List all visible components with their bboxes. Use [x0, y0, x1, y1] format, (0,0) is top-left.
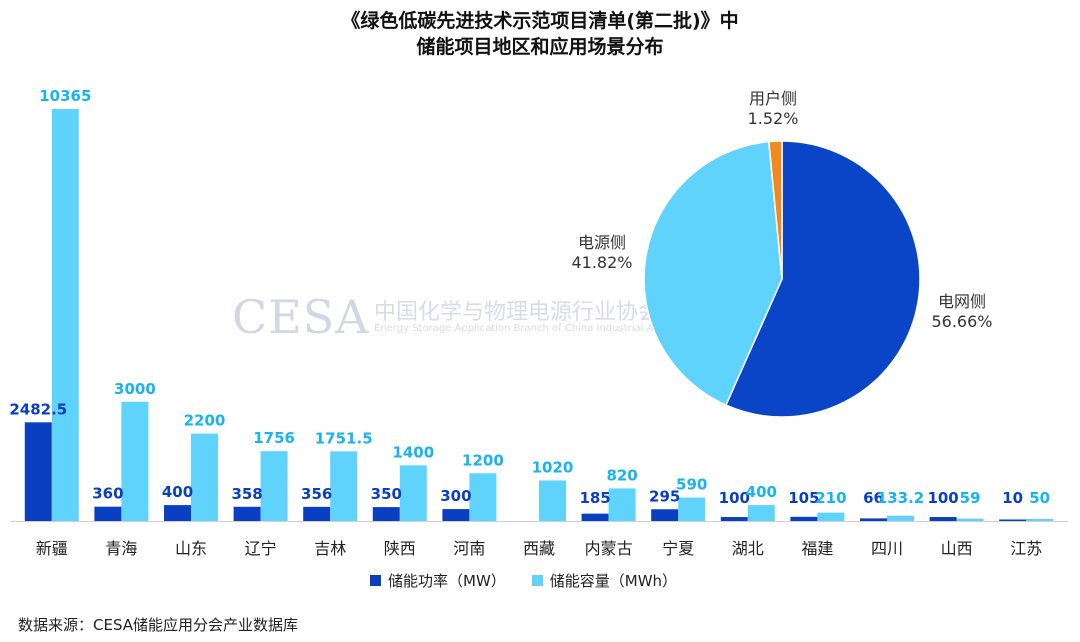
data-label-power-14: 10 [1002, 489, 1023, 507]
bar-capacity-1 [121, 401, 149, 521]
bar-power-2 [164, 505, 191, 521]
pie-value-label-1: 41.82% [571, 253, 632, 272]
legend: 储能功率（MW） 储能容量（MWh） [370, 570, 703, 591]
data-label-power-5: 350 [371, 485, 402, 503]
bar-power-10 [720, 517, 748, 521]
data-label-power-9: 295 [649, 487, 680, 505]
bar-power-3 [233, 506, 261, 521]
x-tick-label-14: 江苏 [1010, 539, 1042, 558]
bar-power-6 [442, 509, 470, 521]
pie-label-2: 用户侧 [749, 89, 797, 108]
pie-label-0: 电网侧 [938, 292, 986, 311]
chart-title-line1: 《绿色低碳先进技术示范项目清单(第二批)》中 [341, 10, 739, 32]
bar-capacity-3 [260, 451, 288, 521]
data-label-capacity-1: 3000 [114, 380, 156, 398]
legend-swatch-power [370, 575, 381, 586]
bar-capacity-11 [817, 512, 845, 521]
bar-capacity-12 [887, 515, 914, 521]
x-tick-label-13: 山西 [941, 539, 973, 558]
bar-power-4 [303, 506, 331, 521]
bar-power-0 [24, 422, 52, 521]
bar-capacity-10 [747, 505, 775, 521]
pie-slice-2 [768, 140, 783, 280]
data-label-capacity-3: 1756 [253, 429, 295, 447]
x-tick-label-12: 四川 [871, 539, 903, 558]
legend-item-capacity: 储能容量（MWh） [531, 570, 678, 591]
data-label-capacity-14: 50 [1029, 489, 1050, 507]
x-tick-label-9: 宁夏 [662, 539, 694, 558]
pie-slice-0 [724, 140, 921, 418]
x-tick-label-6: 河南 [453, 539, 485, 558]
x-tick-label-3: 辽宁 [245, 539, 277, 558]
data-label-power-11: 105 [788, 489, 819, 507]
data-label-capacity-12: 133.2 [877, 489, 924, 507]
data-label-capacity-11: 210 [815, 489, 846, 507]
data-label-power-0: 2482.5 [9, 400, 67, 418]
data-label-capacity-0: 10365 [39, 87, 91, 105]
data-label-power-4: 356 [301, 485, 332, 503]
legend-label-power: 储能功率（MW） [388, 572, 506, 590]
bar-power-12 [860, 518, 887, 521]
data-label-power-12: 66 [863, 489, 884, 507]
bar-capacity-8 [608, 488, 636, 521]
data-label-power-8: 185 [579, 489, 610, 507]
bar-capacity-0 [51, 109, 79, 521]
data-label-capacity-13: 59 [960, 489, 981, 507]
bar-capacity-9 [678, 497, 706, 521]
bar-capacity-14 [1026, 519, 1054, 521]
bar-power-14 [999, 519, 1027, 521]
x-tick-label-0: 新疆 [36, 539, 68, 558]
bar-capacity-6 [469, 473, 497, 521]
chart-title-line2: 储能项目地区和应用场景分布 [416, 36, 664, 58]
x-tick-label-1: 青海 [105, 539, 137, 558]
data-label-capacity-9: 590 [676, 476, 707, 494]
pie-value-label-0: 56.66% [931, 312, 992, 331]
pie-slice-1 [643, 140, 783, 407]
data-label-power-6: 300 [440, 487, 471, 505]
data-source: 数据来源：CESA储能应用分会产业数据库 [18, 616, 299, 634]
legend-item-power: 储能功率（MW） [370, 570, 506, 591]
bar-capacity-4 [330, 451, 358, 521]
data-label-capacity-5: 1400 [392, 443, 434, 461]
pie-value-label-2: 1.52% [748, 109, 799, 128]
data-label-power-2: 400 [162, 483, 193, 501]
bar-power-1 [94, 506, 122, 521]
data-label-capacity-8: 820 [606, 466, 637, 484]
bar-power-11 [790, 516, 818, 521]
x-tick-label-4: 吉林 [314, 539, 346, 558]
x-tick-label-8: 内蒙古 [585, 539, 633, 558]
bar-capacity-13 [956, 518, 984, 521]
data-label-power-1: 360 [92, 485, 123, 503]
data-label-power-10: 100 [719, 489, 750, 507]
legend-swatch-capacity [531, 575, 543, 586]
bar-power-8 [581, 513, 609, 521]
x-tick-label-11: 福建 [801, 539, 833, 558]
bar-power-9 [651, 509, 679, 521]
bar-power-13 [929, 517, 957, 521]
data-label-capacity-6: 1200 [462, 451, 504, 469]
data-label-capacity-7: 1020 [532, 458, 574, 476]
legend-label-capacity: 储能容量（MWh） [549, 572, 678, 590]
pie-label-1: 电源侧 [578, 233, 626, 252]
x-tick-label-10: 湖北 [732, 539, 764, 558]
data-label-capacity-2: 2200 [184, 412, 226, 430]
x-tick-label-5: 陕西 [384, 539, 416, 558]
bar-capacity-2 [191, 433, 218, 521]
data-label-capacity-4: 1751.5 [315, 429, 373, 447]
x-tick-label-2: 山东 [175, 539, 207, 558]
bar-power-5 [372, 507, 400, 521]
data-label-power-3: 358 [231, 485, 262, 503]
bar-capacity-5 [399, 465, 427, 521]
data-label-power-13: 100 [927, 489, 958, 507]
bar-capacity-7 [539, 480, 566, 521]
data-label-capacity-10: 400 [746, 483, 777, 501]
x-tick-label-7: 西藏 [523, 539, 555, 558]
